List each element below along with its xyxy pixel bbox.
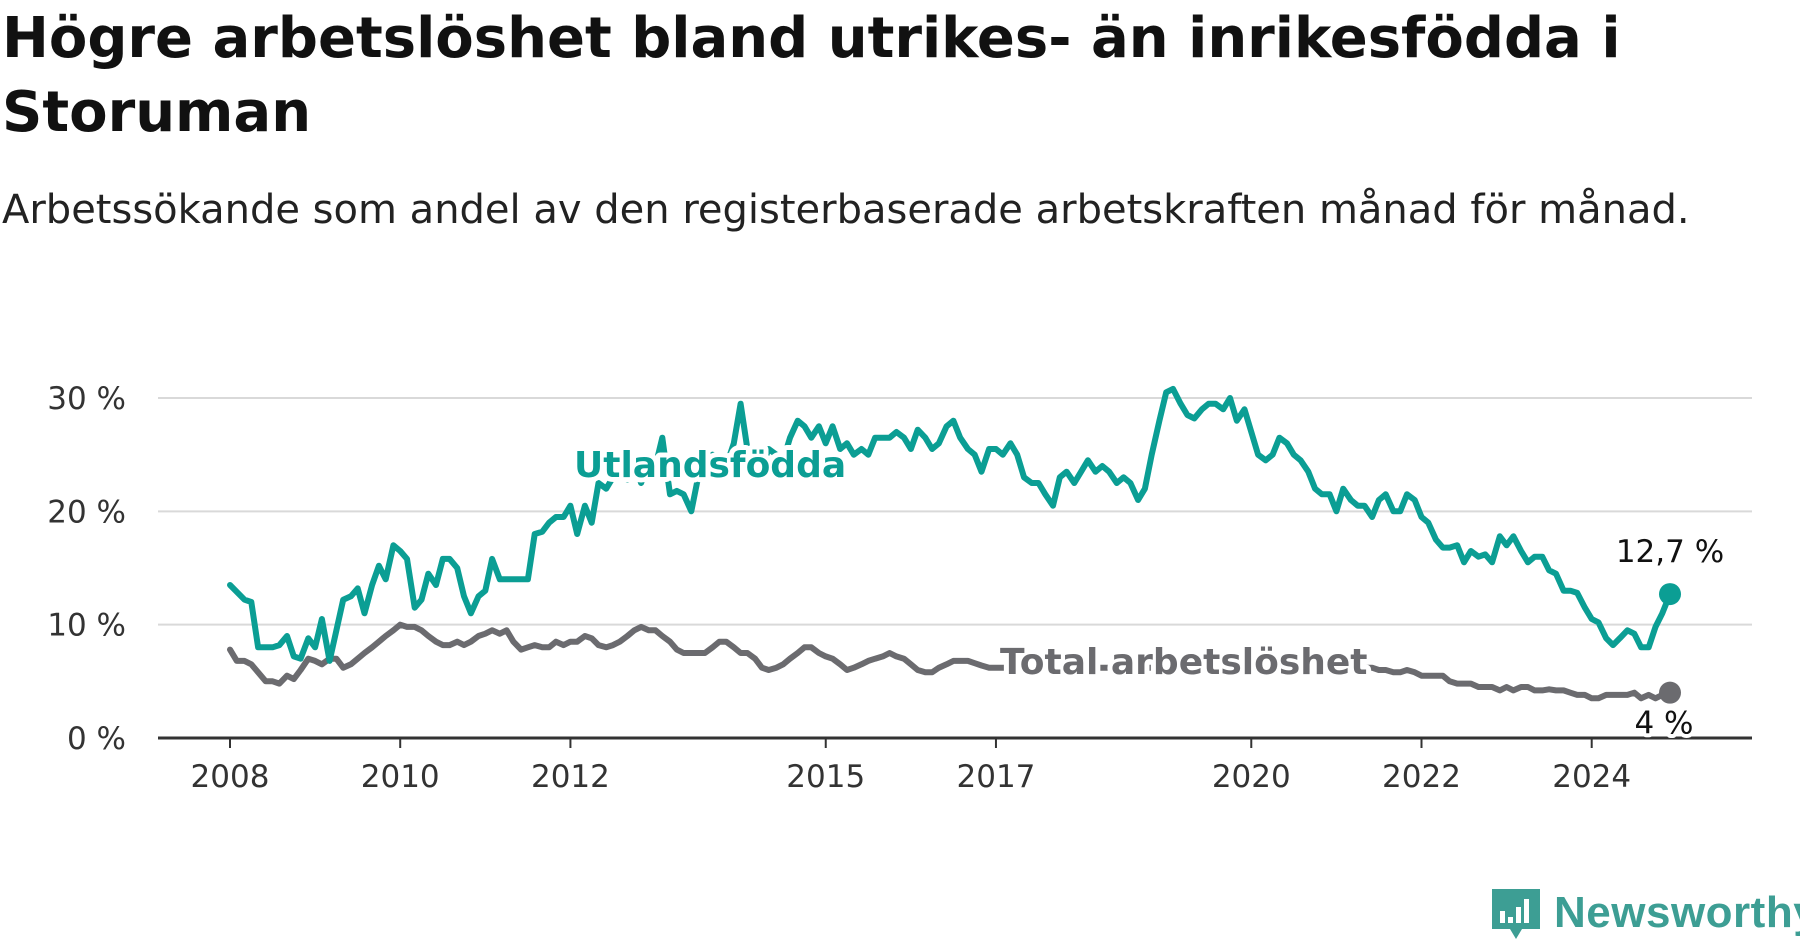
x-tick-label: 2024 <box>1552 759 1631 795</box>
y-tick-label: 0 % <box>67 721 126 757</box>
chart-title: Högre arbetslöshet bland utrikes- än inr… <box>2 6 1621 145</box>
newsworthy-bar-chart-icon <box>1492 889 1540 939</box>
x-tick-label: 2020 <box>1212 759 1291 795</box>
total-arbetsloshet-label: Total arbetslöshet <box>1000 642 1368 683</box>
x-tick-label: 2022 <box>1382 759 1461 795</box>
x-tick-label: 2012 <box>531 759 610 795</box>
y-tick-label: 30 % <box>47 381 126 417</box>
total-end-label-halo: 4 % <box>1634 706 1693 742</box>
utlandsfodda-label: Utlandsfödda <box>574 445 846 486</box>
x-tick-label: 2008 <box>191 759 270 795</box>
y-axis-ticks: 0 % 10 % 20 % 30 % <box>47 381 126 757</box>
total-arbetsloshet-line <box>227 621 1673 702</box>
x-axis-ticks: 2008 2010 2012 2015 2017 2020 2022 2024 <box>191 738 1631 795</box>
chart-subtitle: Arbetssökande som andel av den registerb… <box>2 187 1690 233</box>
y-tick-label: 20 % <box>47 494 126 530</box>
total-arbetsloshet-label-halo: Total arbetslöshet <box>1000 642 1368 683</box>
utlandsfodda-end-point <box>1659 583 1681 606</box>
x-tick-label: 2015 <box>786 759 865 795</box>
utlandsfodda-label-halo: Utlandsfödda <box>574 445 846 486</box>
line-chart: 0 % 10 % 20 % 30 % 2008 2010 2012 2015 2017 2020… <box>47 381 1752 795</box>
utlandsfodda-line <box>227 385 1673 664</box>
newsworthy-logo: Newsworthy <box>1488 885 1800 941</box>
total-end-point <box>1659 681 1681 704</box>
x-tick-label: 2017 <box>957 759 1036 795</box>
y-tick-label: 10 % <box>47 608 126 644</box>
total-end-label: 4 % <box>1634 706 1693 742</box>
x-tick-label: 2010 <box>361 759 440 795</box>
brand-name: Newsworthy <box>1554 888 1800 937</box>
utlandsfodda-end-label: 12,7 % <box>1616 534 1724 570</box>
series-lines <box>227 385 1681 704</box>
gridlines <box>158 397 1752 740</box>
